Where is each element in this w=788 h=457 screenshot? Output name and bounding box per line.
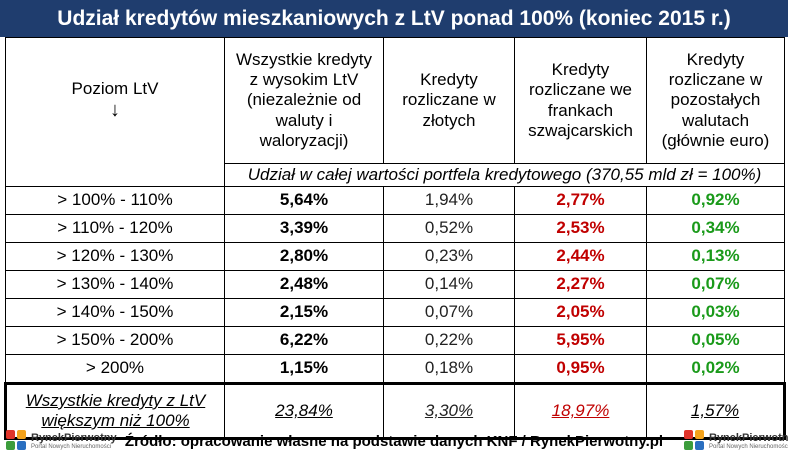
- chf-loans-cell: 2,27%: [514, 270, 647, 299]
- header-pln-loans: Kredyty rozliczane w złotych: [383, 37, 515, 164]
- other-loans-cell: 0,92%: [646, 186, 785, 215]
- all-loans-cell: 2,15%: [224, 298, 384, 327]
- note-spacer: [5, 163, 225, 187]
- other-loans-cell: 0,07%: [646, 270, 785, 299]
- header-row: Poziom LtV ↓ Wszystkie kredyty z wysokim…: [5, 37, 785, 164]
- note-row: Udział w całej wartości portfela kredyto…: [5, 163, 785, 187]
- header-all-loans: Wszystkie kredyty z wysokim LtV (niezale…: [224, 37, 384, 164]
- other-loans-cell: 0,13%: [646, 242, 785, 271]
- header-chf-loans: Kredyty rozliczane we frankach szwajcars…: [514, 37, 647, 164]
- all-loans-cell: 2,48%: [224, 270, 384, 299]
- pln-loans-cell: 0,18%: [383, 354, 515, 384]
- all-loans-cell: 2,80%: [224, 242, 384, 271]
- all-loans-cell: 5,64%: [224, 186, 384, 215]
- table-row: > 130% - 140% 2,48% 0,14% 2,27% 0,07%: [5, 270, 785, 299]
- ltv-level-cell: > 130% - 140%: [5, 270, 225, 299]
- logo-tagline: Portal Nowych Nieruchomości: [709, 443, 788, 450]
- arrow-down-icon: ↓: [110, 98, 120, 121]
- logo-mark-icon: [684, 430, 706, 452]
- total-label: Wszystkie kredyty z LtV większym niż 100…: [4, 382, 225, 440]
- total-all-cell: 23,84%: [224, 382, 384, 440]
- chf-loans-cell: 2,77%: [514, 186, 647, 215]
- chf-loans-cell: 0,95%: [514, 354, 647, 384]
- ltv-level-cell: > 200%: [5, 354, 225, 384]
- pln-loans-cell: 1,94%: [383, 186, 515, 215]
- table-row: > 100% - 110% 5,64% 1,94% 2,77% 0,92%: [5, 186, 785, 215]
- pln-loans-cell: 0,14%: [383, 270, 515, 299]
- pln-loans-cell: 0,52%: [383, 214, 515, 243]
- other-loans-cell: 0,05%: [646, 326, 785, 355]
- other-loans-cell: 0,02%: [646, 354, 785, 384]
- header-level: Poziom LtV ↓: [5, 37, 225, 164]
- header-other-loans: Kredyty rozliczane w pozostałych walutac…: [646, 37, 785, 164]
- chf-loans-cell: 2,44%: [514, 242, 647, 271]
- chf-loans-cell: 2,05%: [514, 298, 647, 327]
- all-loans-cell: 6,22%: [224, 326, 384, 355]
- header-level-label: Poziom LtV: [71, 78, 159, 98]
- pln-loans-cell: 0,23%: [383, 242, 515, 271]
- total-row: Wszystkie kredyty z LtV większym niż 100…: [4, 382, 786, 440]
- other-loans-cell: 0,03%: [646, 298, 785, 327]
- total-label-line1: Wszystkie kredyty z LtV: [25, 390, 206, 410]
- chf-loans-cell: 5,95%: [514, 326, 647, 355]
- ltv-level-cell: > 110% - 120%: [5, 214, 225, 243]
- all-loans-cell: 1,15%: [224, 354, 384, 384]
- table-row: > 150% - 200% 6,22% 0,22% 5,95% 0,05%: [5, 326, 785, 355]
- total-other-cell: 1,57%: [646, 382, 786, 440]
- pln-loans-cell: 0,22%: [383, 326, 515, 355]
- other-loans-cell: 0,34%: [646, 214, 785, 243]
- source-footer: Źródło: opracowanie własne na podstawie …: [124, 432, 664, 450]
- table-row: > 120% - 130% 2,80% 0,23% 2,44% 0,13%: [5, 242, 785, 271]
- logo-left: RynekPierwotny Portal Nowych Nieruchomoś…: [6, 430, 117, 452]
- table-row: > 200% 1,15% 0,18% 0,95% 0,02%: [5, 354, 785, 384]
- total-chf-cell: 18,97%: [514, 382, 647, 440]
- table-row: > 140% - 150% 2,15% 0,07% 2,05% 0,03%: [5, 298, 785, 327]
- ltv-level-cell: > 140% - 150%: [5, 298, 225, 327]
- total-label-line2: większym niż 100%: [41, 411, 190, 430]
- logo-name: RynekPierwotny: [709, 431, 788, 444]
- chf-loans-cell: 2,53%: [514, 214, 647, 243]
- logo-right: RynekPierwotny Portal Nowych Nieruchomoś…: [684, 430, 788, 452]
- logo-tagline: Portal Nowych Nieruchomości: [31, 443, 112, 450]
- portfolio-note: Udział w całej wartości portfela kredyto…: [224, 163, 785, 187]
- ltv-level-cell: > 150% - 200%: [5, 326, 225, 355]
- ltv-level-cell: > 120% - 130%: [5, 242, 225, 271]
- total-pln-cell: 3,30%: [383, 382, 515, 440]
- logo-name: RynekPierwotny: [31, 431, 117, 444]
- all-loans-cell: 3,39%: [224, 214, 384, 243]
- table-row: > 110% - 120% 3,39% 0,52% 2,53% 0,34%: [5, 214, 785, 243]
- pln-loans-cell: 0,07%: [383, 298, 515, 327]
- logo-mark-icon: [6, 430, 28, 452]
- ltv-table: Poziom LtV ↓ Wszystkie kredyty z wysokim…: [4, 37, 786, 440]
- page-title: Udział kredytów mieszkaniowych z LtV pon…: [0, 0, 788, 37]
- ltv-level-cell: > 100% - 110%: [5, 186, 225, 215]
